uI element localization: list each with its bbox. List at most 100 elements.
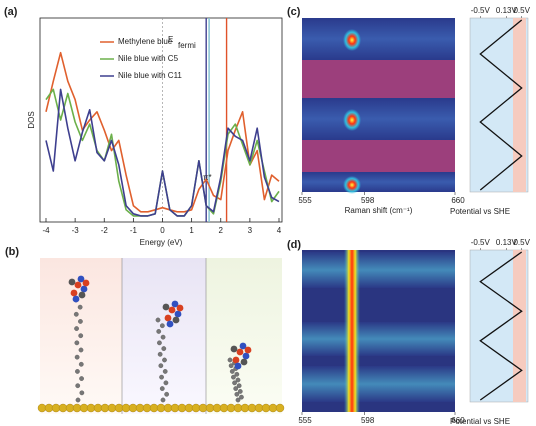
atom [231, 374, 236, 380]
x-tick-label: -4 [42, 226, 50, 235]
atom [176, 304, 184, 312]
x-tick-label: 1 [189, 226, 194, 235]
atom [161, 346, 167, 351]
atom [244, 346, 252, 354]
atom [164, 391, 169, 397]
atom [160, 397, 166, 403]
x-tick-label: -3 [72, 226, 80, 235]
atom [234, 371, 240, 377]
x-tick-label: 555 [298, 416, 312, 425]
panel-label: (d) [287, 239, 301, 251]
x-tick-label: 0 [160, 226, 165, 235]
atom [78, 319, 83, 324]
atom [82, 279, 90, 287]
atom [166, 320, 174, 328]
atom [239, 394, 244, 400]
atom [158, 363, 164, 369]
x-tick-label: 555 [298, 196, 312, 205]
atom [234, 362, 242, 370]
x-tick-label: -2 [101, 226, 109, 235]
atom [235, 377, 241, 383]
panel-label: (c) [287, 6, 301, 18]
line-series [45, 88, 280, 217]
x-axis-label: Energy (eV) [140, 238, 183, 247]
x-tick-label: 598 [361, 416, 375, 425]
gold-atom [268, 403, 278, 413]
annotation: E [168, 35, 173, 44]
atom [232, 380, 237, 386]
x-tick-label: 0.5V [513, 6, 530, 15]
atom [77, 275, 85, 283]
potential-line [479, 251, 523, 401]
legend-label: Methylene blue [118, 37, 173, 46]
atom [157, 351, 163, 357]
atom [236, 348, 244, 356]
atom [156, 329, 162, 334]
molecule-image [40, 258, 282, 414]
atom [159, 374, 164, 380]
atom [227, 357, 233, 363]
annotation: fermi [178, 41, 196, 50]
x-tick-label: 0.13V [496, 238, 518, 247]
gold-atom [44, 403, 54, 413]
x-tick-label: -0.5V [471, 238, 491, 247]
atom [74, 281, 82, 289]
y-axis-label: DOS [27, 111, 36, 128]
atom [239, 342, 247, 350]
atom [242, 352, 250, 360]
atom [75, 397, 81, 403]
atom [233, 386, 239, 391]
atom [172, 316, 180, 324]
atom [155, 317, 161, 323]
atom [162, 357, 167, 363]
x-tick-label: 2 [219, 226, 224, 235]
heatmap-image [302, 18, 455, 194]
legend-label: Nile blue with C5 [118, 54, 179, 63]
atom [232, 356, 240, 364]
panel-label: (b) [5, 246, 19, 258]
x-tick-label: 598 [361, 196, 375, 205]
atom [78, 361, 84, 367]
atom [68, 278, 76, 286]
atom [79, 390, 85, 396]
x-tick-label: 0.13V [496, 6, 518, 15]
atom [236, 383, 242, 389]
atom [160, 334, 166, 340]
atom [235, 397, 241, 403]
potential-line [479, 19, 523, 191]
atom [229, 369, 235, 374]
heatmap-image [302, 250, 455, 412]
atom [160, 323, 165, 329]
atom [168, 306, 176, 314]
x-axis-label: Potential vs SHE [450, 207, 510, 216]
gold-atom [51, 403, 61, 413]
atom [234, 391, 240, 397]
x-tick-label: 4 [277, 226, 282, 235]
atom [157, 340, 162, 346]
atom [74, 340, 80, 346]
x-tick-label: 660 [451, 196, 465, 205]
atom [74, 326, 79, 331]
x-tick-label: 0.5V [513, 238, 530, 247]
atom [230, 345, 238, 353]
x-tick-label: -1 [130, 226, 138, 235]
x-tick-label: -0.5V [471, 6, 491, 15]
atom [77, 304, 83, 310]
x-tick-label: 660 [451, 416, 465, 425]
atom [163, 380, 169, 386]
atom [171, 300, 179, 308]
annotation: π* [203, 173, 212, 182]
atom [79, 376, 84, 381]
atom [237, 389, 243, 394]
atom [75, 383, 81, 389]
gold-atom [261, 403, 271, 413]
gold-atom [275, 403, 285, 413]
x-axis-label: Potential vs SHE [450, 417, 510, 426]
gold-atom [254, 403, 264, 413]
gold-atom [37, 403, 47, 413]
atom [78, 347, 84, 353]
atom [240, 358, 248, 366]
x-axis-label: Raman shift (cm⁻¹) [345, 206, 413, 215]
atom [80, 285, 88, 293]
